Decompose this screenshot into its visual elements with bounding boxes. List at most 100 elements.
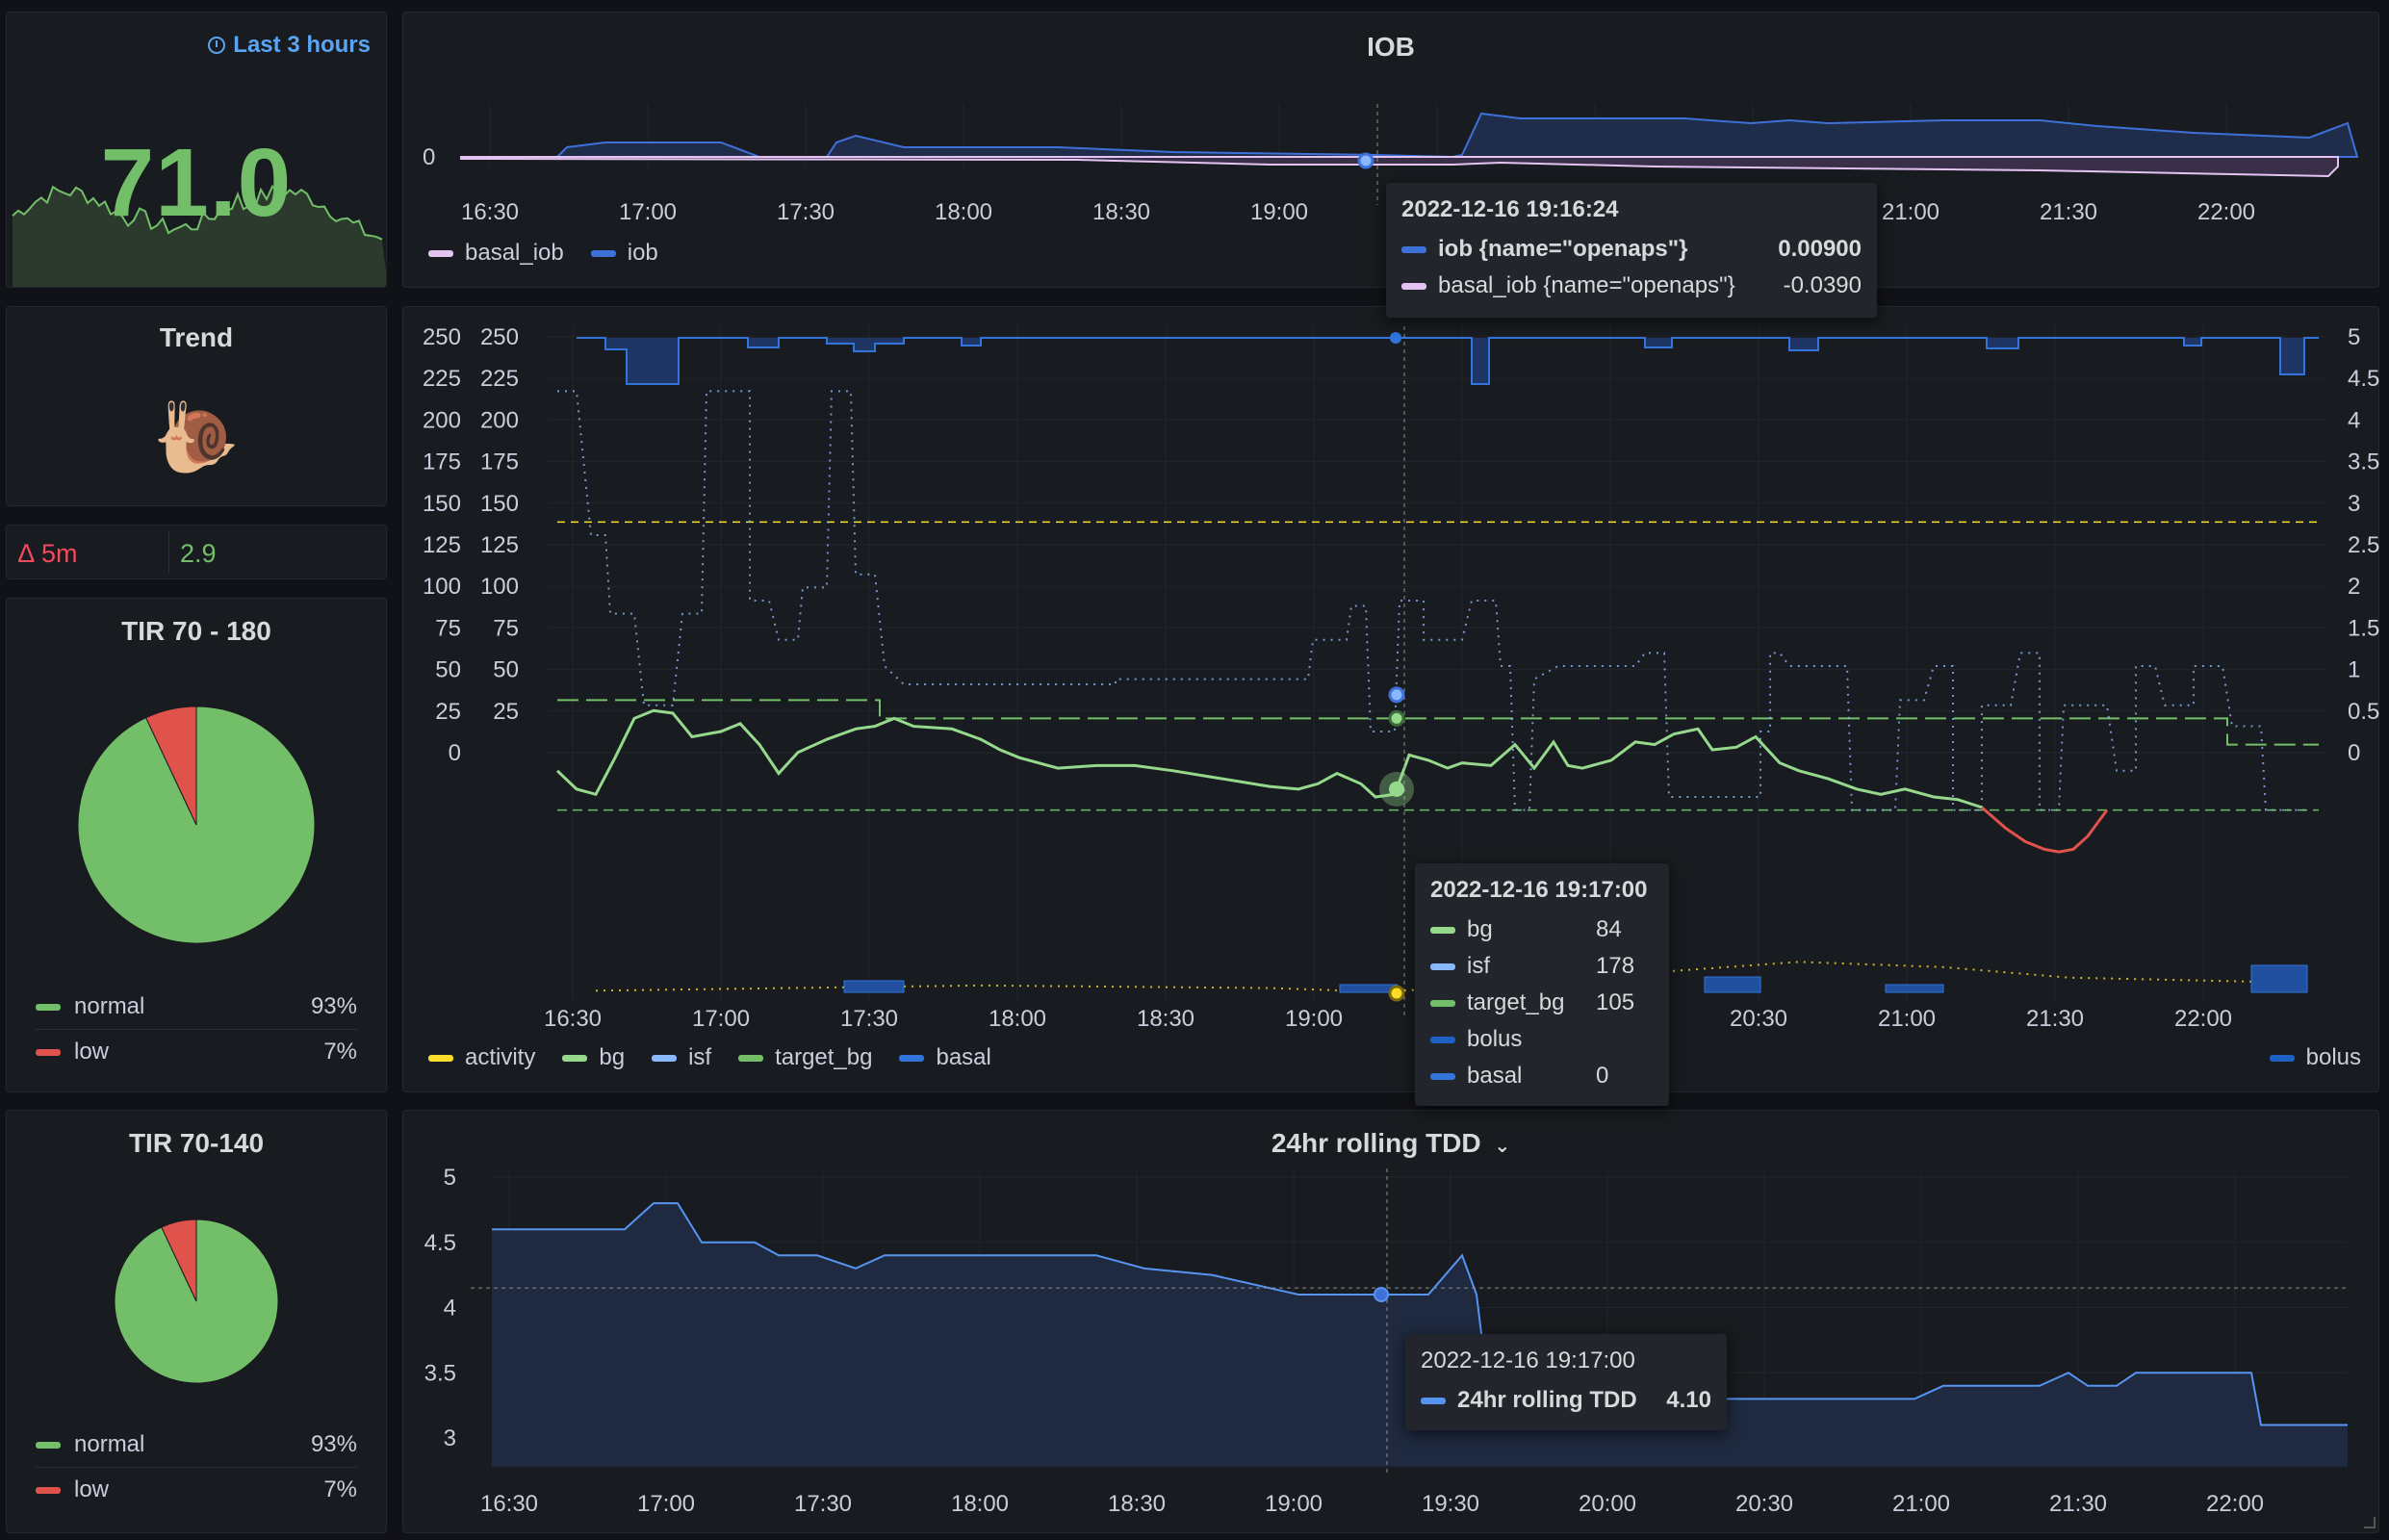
- y-tick-right: 2: [2348, 574, 2360, 600]
- panel-title: Trend: [159, 322, 234, 352]
- tooltip-time: 2022-12-16 19:17:00: [1430, 877, 1648, 903]
- tick-label: 22:00: [2206, 1491, 2264, 1517]
- y-tick: 100: [423, 574, 461, 600]
- legend-normal[interactable]: normal 93%: [36, 985, 357, 1030]
- legend-basal-iob[interactable]: basal_iob: [428, 240, 564, 267]
- legend-bg[interactable]: bg: [562, 1044, 625, 1071]
- tick-label: 17:00: [692, 1006, 750, 1032]
- bg-series: [555, 708, 1983, 809]
- activity-series: [595, 961, 2310, 993]
- tick-label: 22:00: [2197, 199, 2255, 225]
- legend-value: 7%: [323, 1476, 357, 1502]
- y-tick-right: 1: [2348, 657, 2360, 683]
- clock-icon: [208, 37, 226, 54]
- y-tick-right: 4: [2348, 407, 2360, 433]
- legend-value: 93%: [310, 1431, 357, 1457]
- y-tick: 100: [480, 574, 519, 600]
- delta-value: 2.9: [180, 539, 217, 568]
- snail-icon: 🐌: [153, 399, 240, 476]
- y-tick: 25: [493, 699, 519, 725]
- tick-label: 21:00: [1878, 1006, 1936, 1032]
- legend-swatch: [36, 1486, 61, 1494]
- chevron-down-icon[interactable]: ⌄: [1494, 1136, 1511, 1157]
- y-tick: 25: [435, 699, 461, 725]
- bolus-bar: [843, 980, 905, 993]
- tick-label: 18:00: [951, 1491, 1009, 1517]
- basal-iob-series: [460, 156, 2339, 178]
- tooltip-row: 24hr rolling TDD 4.10: [1421, 1382, 1711, 1419]
- isf-series: [557, 390, 2309, 811]
- y-tick-right: 3.5: [2348, 449, 2379, 475]
- tick-label: 16:30: [461, 199, 519, 225]
- y-tick: 0: [423, 144, 435, 170]
- tick-label: 17:30: [777, 199, 835, 225]
- tdd-series: [492, 1202, 2348, 1426]
- tick-label: 20:30: [1730, 1006, 1787, 1032]
- tooltip-row: target_bg 105: [1430, 985, 1654, 1021]
- panel-title: IOB: [1367, 32, 1415, 62]
- y-tick: 3.5: [424, 1360, 456, 1386]
- tir-140-pie: [114, 1219, 279, 1384]
- y-tick: 125: [423, 532, 461, 558]
- resize-handle-icon[interactable]: [2364, 1517, 2376, 1528]
- y-tick: 225: [423, 366, 461, 392]
- y-tick: 250: [423, 324, 461, 350]
- tick-label: 18:00: [989, 1006, 1046, 1032]
- y-tick: 4.5: [424, 1230, 456, 1256]
- trend-panel[interactable]: Trend 🐌: [6, 306, 387, 506]
- pie-slice-low: [144, 706, 197, 826]
- y-tick-right: 0.5: [2348, 699, 2379, 725]
- legend-low[interactable]: low 7%: [36, 1030, 357, 1074]
- legend-value: 7%: [323, 1039, 357, 1065]
- legend-isf[interactable]: isf: [652, 1044, 711, 1071]
- y-tick: 0: [449, 740, 461, 766]
- y-tick: 150: [423, 491, 461, 517]
- hover-point: [1389, 781, 1404, 797]
- legend-swatch: [36, 1003, 61, 1011]
- legend-low[interactable]: low 7%: [36, 1468, 357, 1512]
- tick-label: 17:30: [840, 1006, 898, 1032]
- panel-title: TIR 70-140: [128, 1128, 265, 1158]
- bg-tooltip: 2022-12-16 19:17:00 bg 84 isf 178 target_b…: [1415, 863, 1669, 1106]
- y-tick: 50: [435, 657, 461, 683]
- tdd-chart[interactable]: 5 4.5 4 3.5 3 16:30 17:00 17:30 18:00 18:30 19:00 1…: [403, 1111, 2380, 1534]
- hover-point: [1374, 1286, 1389, 1302]
- tir-180-panel[interactable]: TIR 70 - 180 normal 93% low 7%: [6, 598, 387, 1092]
- legend-activity[interactable]: activity: [428, 1044, 535, 1071]
- tdd-panel[interactable]: 24hr rolling TDD ⌄ 5 4.5 4 3.5 3 16:30 17:00 17…: [402, 1110, 2379, 1533]
- tick-label: 18:00: [935, 199, 992, 225]
- tick-label: 18:30: [1108, 1491, 1166, 1517]
- y-tick: 175: [480, 449, 519, 475]
- tick-label: 21:30: [2040, 199, 2097, 225]
- y-tick: 200: [423, 407, 461, 433]
- legend-swatch: [36, 1048, 61, 1056]
- tick-label: 19:00: [1285, 1006, 1343, 1032]
- panel-title[interactable]: 24hr rolling TDD ⌄: [1271, 1128, 1511, 1158]
- y-tick: 75: [435, 615, 461, 641]
- basal-series: [577, 337, 2319, 385]
- tick-label: 20:30: [1735, 1491, 1793, 1517]
- tick-label: 20:00: [1579, 1491, 1636, 1517]
- legend-bolus[interactable]: bolus: [2269, 1044, 2361, 1071]
- legend-iob[interactable]: iob: [590, 240, 658, 267]
- tooltip-time: 2022-12-16 19:17:00: [1421, 1348, 1635, 1373]
- timerange-badge[interactable]: Last 3 hours: [208, 32, 371, 59]
- legend-normal[interactable]: normal 93%: [36, 1423, 357, 1468]
- iob-tooltip: 2022-12-16 19:16:24 iob {name="openaps"}…: [1386, 183, 1877, 318]
- bg-panel[interactable]: 250 225 200 175 150 125 100 75 50 25 0 250 225 200 175…: [402, 306, 2379, 1092]
- hover-point: [1388, 686, 1405, 704]
- tooltip-row: isf 178: [1430, 948, 1654, 985]
- tick-label: 21:00: [1882, 199, 1939, 225]
- legend-value: 93%: [310, 993, 357, 1019]
- tick-label: 17:00: [637, 1491, 695, 1517]
- legend-target-bg[interactable]: target_bg: [738, 1044, 872, 1071]
- y-tick-right: 1.5: [2348, 615, 2379, 641]
- y-tick: 175: [423, 449, 461, 475]
- tooltip-row: basal 0: [1430, 1058, 1654, 1094]
- stat-panel[interactable]: Last 3 hours 71.0: [6, 12, 387, 288]
- bolus-bar: [1704, 976, 1761, 993]
- tir-140-panel[interactable]: TIR 70-140 normal 93% low 7%: [6, 1110, 387, 1533]
- delta-panel[interactable]: ∆ 5m 2.9: [6, 525, 387, 579]
- bg-chart[interactable]: 2502252001751501251007550250250225200175…: [403, 307, 2380, 1093]
- legend-basal[interactable]: basal: [899, 1044, 991, 1071]
